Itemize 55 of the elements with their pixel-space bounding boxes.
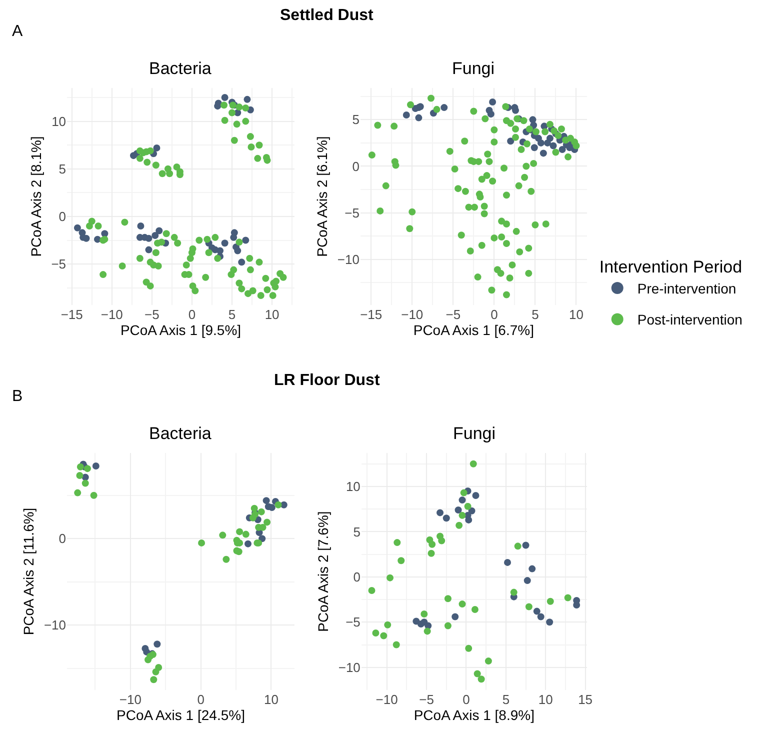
x-tick-label: 5 <box>502 692 510 707</box>
x-tick-label: −10 <box>401 307 424 322</box>
text: B <box>12 388 23 405</box>
chart-title: Fungi <box>452 59 495 78</box>
x-axis-title: PCoA Axis 1 [9.5%] <box>120 322 242 338</box>
y-axis-title: PCoA Axis 2 [8.1%] <box>28 136 44 257</box>
x-tick-label: −5 <box>446 307 461 322</box>
x-axis-title: PCoA Axis 1 [8.9%] <box>414 707 534 723</box>
x-tick-label: 10 <box>538 692 553 707</box>
x-tick-label: −10 <box>100 307 123 322</box>
y-tick-label: 5 <box>352 112 360 128</box>
y-tick-label: 5 <box>353 524 360 540</box>
chart-title: Bacteria <box>149 424 212 443</box>
x-tick-label: −5 <box>144 307 160 322</box>
y-tick-label: 0 <box>58 531 66 546</box>
y-axis-title: PCoA Axis 2 [11.6%] <box>20 508 37 636</box>
y-tick-label: 10 <box>346 479 360 494</box>
x-tick-label: 10 <box>264 692 278 707</box>
y-tick-label: 0 <box>352 158 360 174</box>
x-tick-label: −15 <box>60 307 83 322</box>
y-axis-title: PCoA Axis 2 [7.6%] <box>314 511 331 632</box>
x-tick-label: −10 <box>119 692 142 707</box>
chart-title: Bacteria <box>149 59 212 78</box>
x-tick-label: 5 <box>532 307 539 322</box>
x-tick-label: −10 <box>376 692 398 707</box>
x-tick-label: −5 <box>419 692 434 707</box>
y-tick-label: −5 <box>51 256 66 272</box>
text: LR Floor Dust <box>274 372 380 389</box>
x-tick-label: 0 <box>462 692 470 707</box>
x-tick-label: 0 <box>197 692 204 707</box>
legend-title: Intervention Period <box>599 257 742 276</box>
legend-label: Post-intervention <box>637 312 742 328</box>
x-axis-title: PCoA Axis 1 [24.5%] <box>116 707 245 723</box>
x-tick-label: 0 <box>490 307 498 322</box>
chart-title: Fungi <box>453 424 496 443</box>
y-tick-label: 10 <box>52 114 66 129</box>
legend-label: Pre-intervention <box>637 280 736 296</box>
x-tick-label: 5 <box>228 307 236 322</box>
y-tick-label: 0 <box>58 209 66 224</box>
x-tick-label: 0 <box>188 307 196 322</box>
y-tick-label: 0 <box>353 569 360 584</box>
x-tick-label: −15 <box>360 307 382 322</box>
x-tick-label: 10 <box>569 307 584 322</box>
x-axis-title: PCoA Axis 1 [6.7%] <box>413 322 534 338</box>
y-axis-title: PCoA Axis 2 [6.1%] <box>314 136 330 257</box>
text: Settled Dust <box>280 7 374 24</box>
y-tick-label: −10 <box>337 252 360 267</box>
x-tick-label: 15 <box>578 692 593 707</box>
x-tick-label: 10 <box>264 307 280 322</box>
y-tick-label: −10 <box>44 618 66 633</box>
y-tick-label: −10 <box>338 660 360 675</box>
y-tick-label: −5 <box>344 205 360 220</box>
y-tick-label: 5 <box>58 161 66 176</box>
text: A <box>12 23 23 40</box>
y-tick-label: −5 <box>346 614 360 630</box>
